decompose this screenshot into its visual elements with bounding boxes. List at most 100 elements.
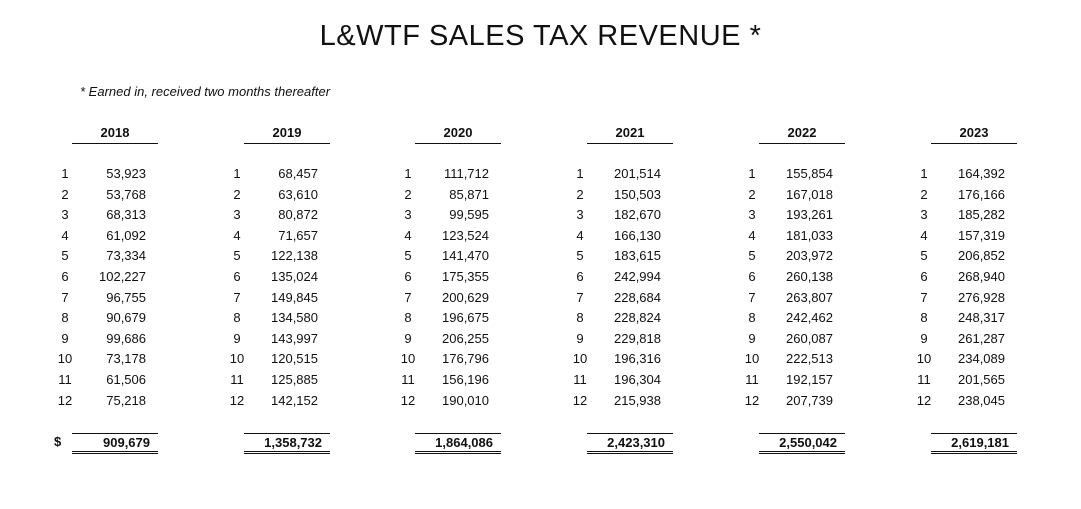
month-number: 3	[748, 207, 756, 223]
month-number: 8	[748, 310, 756, 326]
month-number: 2	[233, 186, 241, 202]
month-number: 7	[748, 289, 756, 305]
monthly-value: 166,130	[614, 227, 661, 243]
month-number: 1	[920, 166, 928, 181]
month-number: 4	[576, 227, 584, 243]
month-number: 4	[61, 227, 69, 243]
month-number: 3	[920, 207, 928, 223]
footnote: * Earned in, received two months thereaf…	[80, 84, 331, 99]
monthly-value: 96,755	[106, 289, 146, 305]
monthly-value: 228,824	[614, 310, 661, 326]
monthly-value: 122,138	[271, 248, 318, 264]
month-number: 5	[920, 248, 928, 264]
month-number: 7	[233, 289, 241, 305]
month-number: 9	[748, 330, 756, 346]
month-number: 6	[233, 269, 241, 284]
year-total: 2,619,181	[931, 433, 1017, 454]
monthly-value: 192,157	[786, 372, 833, 387]
monthly-value: 167,018	[786, 186, 833, 202]
monthly-value: 263,807	[786, 289, 833, 305]
month-number: 11	[230, 372, 244, 387]
monthly-value: 183,615	[614, 248, 661, 264]
year-total: 1,358,732	[244, 433, 330, 454]
monthly-value: 164,392	[958, 166, 1005, 181]
year-header: 2018	[72, 125, 158, 144]
monthly-value: 185,282	[958, 207, 1005, 223]
monthly-value: 125,885	[271, 372, 318, 387]
month-number: 8	[61, 310, 69, 326]
month-number: 11	[58, 372, 72, 387]
monthly-value: 261,287	[958, 330, 1005, 346]
month-number: 10	[229, 351, 245, 367]
monthly-value: 276,928	[958, 289, 1005, 305]
month-number: 7	[576, 289, 584, 305]
year-header: 2021	[587, 125, 673, 144]
monthly-value: 200,629	[442, 289, 489, 305]
monthly-value: 248,317	[958, 310, 1005, 326]
monthly-value: 157,319	[958, 227, 1005, 243]
monthly-value: 181,033	[786, 227, 833, 243]
month-number: 9	[920, 330, 928, 346]
monthly-value: 190,010	[442, 392, 489, 408]
month-number: 5	[748, 248, 756, 264]
month-number: 9	[576, 330, 584, 346]
month-number: 8	[233, 310, 241, 326]
month-number: 6	[920, 269, 928, 284]
month-number: 2	[920, 186, 928, 202]
month-number: 6	[748, 269, 756, 284]
monthly-value: 68,457	[278, 166, 318, 181]
month-number: 1	[576, 166, 584, 181]
month-number: 8	[404, 310, 412, 326]
month-number: 11	[401, 372, 415, 387]
month-number: 12	[572, 392, 588, 408]
page-title: L&WTF SALES TAX REVENUE *	[319, 20, 762, 52]
monthly-value: 68,313	[106, 207, 146, 223]
month-number: 12	[229, 392, 245, 408]
year-total: 1,864,086	[415, 433, 501, 454]
month-number: 1	[748, 166, 756, 181]
month-number: 9	[404, 330, 412, 346]
monthly-value: 242,462	[786, 310, 833, 326]
monthly-value: 207,739	[786, 392, 833, 408]
month-number: 4	[233, 227, 241, 243]
month-number: 3	[404, 207, 412, 223]
monthly-value: 203,972	[786, 248, 833, 264]
monthly-value: 53,923	[106, 166, 146, 181]
monthly-value: 85,871	[449, 186, 489, 202]
month-number: 2	[61, 186, 69, 202]
monthly-value: 149,845	[271, 289, 318, 305]
monthly-value: 134,580	[271, 310, 318, 326]
monthly-value: 71,657	[278, 227, 318, 243]
monthly-value: 63,610	[278, 186, 318, 202]
month-number: 7	[61, 289, 69, 305]
month-number: 6	[61, 269, 69, 284]
monthly-value: 102,227	[99, 269, 146, 284]
monthly-value: 215,938	[614, 392, 661, 408]
monthly-value: 61,506	[106, 372, 146, 387]
month-number: 11	[917, 372, 931, 387]
monthly-value: 175,355	[442, 269, 489, 284]
year-header: 2019	[244, 125, 330, 144]
month-number: 3	[61, 207, 69, 223]
monthly-value: 142,152	[271, 392, 318, 408]
monthly-value: 111,712	[443, 166, 489, 181]
monthly-value: 206,255	[442, 330, 489, 346]
month-number: 3	[233, 207, 241, 223]
month-number: 7	[920, 289, 928, 305]
month-number: 8	[576, 310, 584, 326]
monthly-value: 73,178	[106, 351, 146, 367]
monthly-value: 123,524	[442, 227, 489, 243]
year-total: 2,423,310	[587, 433, 673, 454]
month-number: 10	[400, 351, 416, 367]
month-number: 9	[233, 330, 241, 346]
month-number: 8	[920, 310, 928, 326]
monthly-value: 176,166	[958, 186, 1005, 202]
monthly-value: 90,679	[106, 310, 146, 326]
month-number: 1	[404, 166, 412, 181]
monthly-value: 260,138	[786, 269, 833, 284]
monthly-value: 53,768	[106, 186, 146, 202]
month-number: 12	[744, 392, 760, 408]
monthly-value: 99,686	[106, 330, 146, 346]
monthly-value: 143,997	[271, 330, 318, 346]
month-number: 2	[748, 186, 756, 202]
